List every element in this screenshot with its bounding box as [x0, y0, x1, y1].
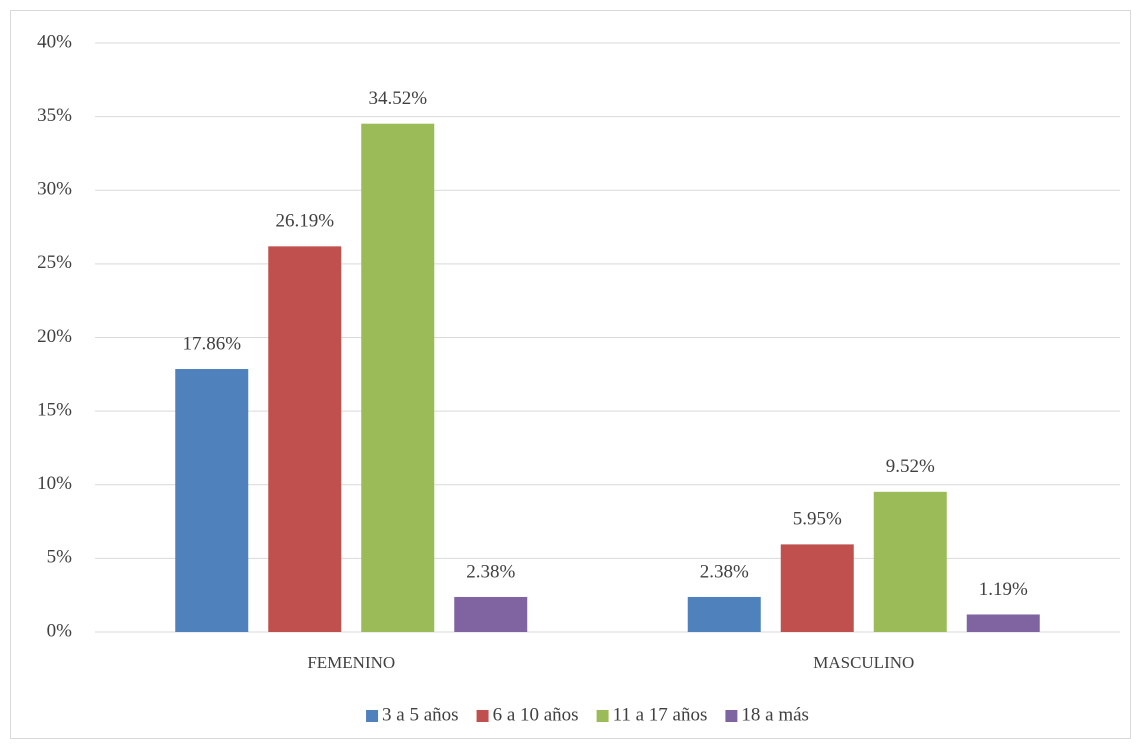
data-label: 17.86%	[182, 333, 241, 354]
y-tick-label: 10%	[37, 473, 72, 494]
y-tick-label: 5%	[47, 547, 73, 568]
legend-label: 18 a más	[741, 704, 809, 725]
y-tick-label: 40%	[37, 31, 72, 52]
y-tick-label: 0%	[47, 620, 73, 641]
bar	[175, 369, 249, 632]
y-tick-label: 25%	[37, 252, 72, 273]
bar	[268, 246, 342, 633]
y-tick-label: 15%	[37, 399, 72, 420]
x-tick-label: FEMENINO	[307, 653, 395, 672]
data-label: 34.52%	[368, 88, 427, 109]
legend-marker	[725, 710, 738, 722]
y-tick-label: 30%	[37, 179, 72, 200]
bar	[361, 123, 435, 633]
bar	[780, 544, 854, 632]
legend-label: 3 a 5 años	[382, 704, 459, 725]
data-label: 2.38%	[466, 561, 515, 582]
bar	[966, 614, 1040, 632]
y-tick-label: 35%	[37, 105, 72, 126]
legend-marker	[476, 710, 489, 722]
legend-label: 6 a 10 años	[493, 704, 579, 725]
data-label: 5.95%	[793, 509, 842, 530]
legend-label: 11 a 17 años	[613, 704, 708, 725]
bar	[454, 596, 528, 632]
data-label: 9.52%	[886, 456, 935, 477]
bar	[687, 596, 761, 632]
legend-marker	[596, 710, 609, 722]
data-label: 1.19%	[979, 579, 1028, 600]
y-tick-label: 20%	[37, 326, 72, 347]
data-label: 26.19%	[275, 211, 334, 232]
x-tick-label: MASCULINO	[813, 653, 914, 672]
data-label: 2.38%	[700, 561, 749, 582]
legend-marker	[366, 710, 379, 722]
bar	[873, 491, 947, 632]
